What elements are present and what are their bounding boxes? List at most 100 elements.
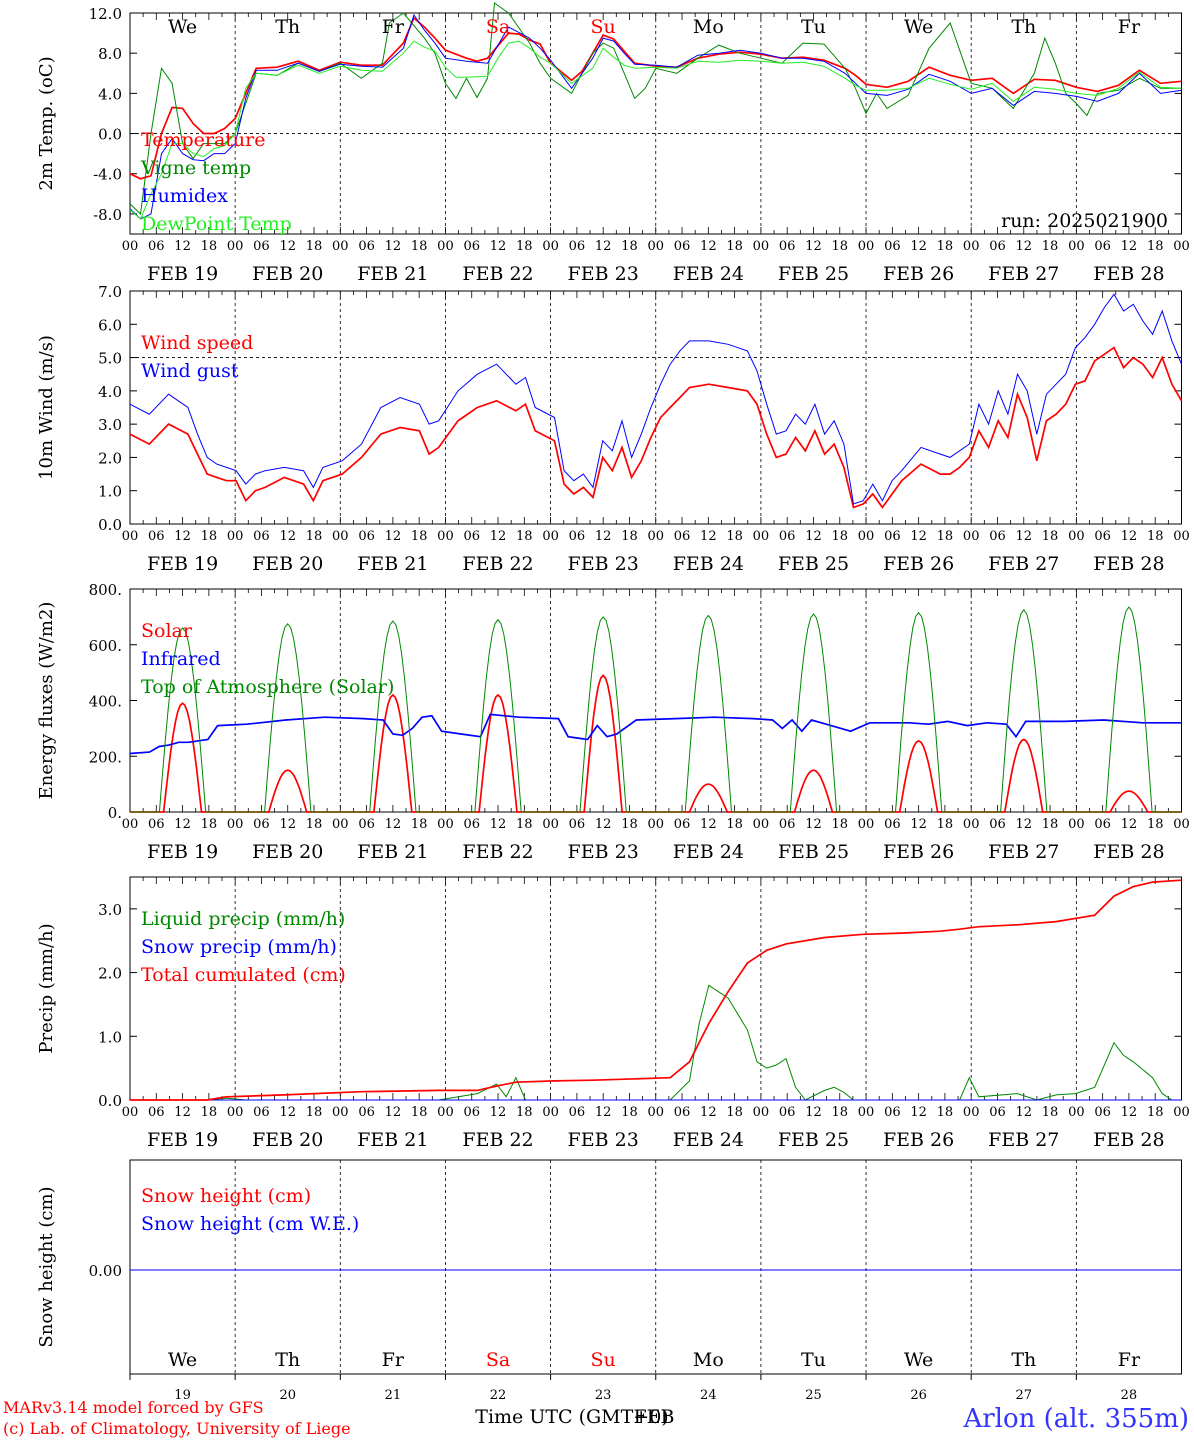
x-tick-label: 06 (884, 239, 901, 254)
date-label: FEB 25 (778, 263, 849, 285)
date-label: FEB 26 (883, 841, 954, 863)
x-tick-label: 00 (227, 1105, 244, 1120)
weekday-label: Fr (1118, 16, 1141, 38)
weekday-label: Th (1011, 1349, 1036, 1371)
x-tick-label: 00 (1173, 239, 1190, 254)
date-label: FEB 27 (988, 1129, 1059, 1151)
x-tick-label: 18 (306, 239, 323, 254)
x-tick-label: 06 (253, 817, 270, 832)
weekday-label: Su (591, 16, 616, 38)
x-tick-label: 18 (937, 529, 954, 544)
weekday-label: Sa (486, 1349, 510, 1371)
x-tick-label: 06 (463, 239, 480, 254)
x-tick-label: 06 (674, 529, 691, 544)
x-tick-label: 00 (122, 239, 139, 254)
day-number-label: 27 (1016, 1388, 1033, 1403)
x-tick-label: 00 (753, 239, 770, 254)
panel-5: We 19 Th 20 Fr 21 Sa 22 Su 23 Mo 24 Tu 25 We 26 Th 27 Fr 28… (36, 1159, 1182, 1403)
x-tick-label: 18 (516, 529, 533, 544)
footer-copyright-line: (c) Lab. of Climatology, University of L… (3, 1419, 351, 1438)
date-label: FEB 26 (883, 1129, 954, 1151)
x-tick-label: 00 (753, 1105, 770, 1120)
legend-entry: Infrared (141, 648, 221, 670)
y-axis-label: 2m Temp. (oC) (36, 56, 57, 190)
date-label: FEB 19 (147, 263, 218, 285)
x-tick-label: 06 (674, 239, 691, 254)
x-tick-label: 06 (884, 817, 901, 832)
panel-1: 00 06 12 18 FEB 19 00 06 12 18 FEB 20 00 06 12 18 FEB … (36, 2, 1190, 285)
series-line-infrared (129, 713, 1182, 755)
x-tick-label: 18 (937, 817, 954, 832)
weekday-label: Tu (801, 1349, 826, 1371)
date-label: FEB 23 (568, 841, 639, 863)
x-tick-label: 00 (858, 239, 875, 254)
y-axis-label: 10m Wind (m/s) (36, 335, 57, 480)
x-tick-label: 18 (831, 529, 848, 544)
day-number-label: 20 (279, 1388, 296, 1403)
x-tick-label: 12 (490, 1105, 507, 1120)
x-tick-label: 12 (805, 239, 822, 254)
y-tick-label: 8.0 (98, 45, 122, 63)
x-tick-label: 00 (122, 529, 139, 544)
x-tick-label: 00 (332, 529, 349, 544)
x-tick-label: 00 (542, 529, 559, 544)
x-tick-label: 06 (884, 1105, 901, 1120)
x-tick-label: 12 (385, 529, 402, 544)
x-tick-label: 00 (437, 529, 454, 544)
x-tick-label: 06 (884, 529, 901, 544)
y-tick-label: 5.0 (98, 350, 122, 368)
date-label: FEB 19 (147, 841, 218, 863)
x-tick-label: 18 (411, 1105, 428, 1120)
x-tick-label: 18 (621, 529, 638, 544)
x-tick-label: 00 (963, 529, 980, 544)
plot-frame (129, 588, 1182, 813)
x-tick-label: 12 (910, 1105, 927, 1120)
x-tick-label: 12 (1016, 529, 1033, 544)
weekday-label: Fr (382, 16, 405, 38)
x-tick-label: 00 (647, 239, 664, 254)
x-tick-label: 12 (910, 239, 927, 254)
x-tick-label: 18 (831, 239, 848, 254)
panel-4: 00 06 12 18 FEB 19 00 06 12 18 FEB 20 00 06 12 18 FEB … (36, 876, 1190, 1151)
y-tick-label: 3.0 (98, 901, 122, 919)
x-tick-label: 00 (753, 529, 770, 544)
x-tick-label: 18 (621, 239, 638, 254)
day-number-label: 23 (595, 1388, 612, 1403)
date-label: FEB 21 (357, 263, 428, 285)
date-label: FEB 28 (1093, 1129, 1164, 1151)
x-tick-label: 18 (516, 1105, 533, 1120)
x-tick-label: 18 (937, 239, 954, 254)
date-label: FEB 24 (673, 553, 744, 575)
series-line-wind-speed (129, 346, 1183, 509)
panel-2: 00 06 12 18 FEB 19 00 06 12 18 FEB 20 00 06 12 18 FEB … (36, 283, 1190, 575)
date-label: FEB 20 (252, 553, 323, 575)
x-tick-label: 18 (516, 817, 533, 832)
x-tick-label: 06 (1094, 1105, 1111, 1120)
date-label: FEB 23 (568, 263, 639, 285)
x-tick-label: 12 (279, 817, 296, 832)
station-name: Arlon (alt. 355m) (962, 1404, 1189, 1434)
x-tick-label: 06 (989, 239, 1006, 254)
y-tick-label: 0.00 (89, 1262, 122, 1280)
date-label: FEB 20 (252, 841, 323, 863)
x-tick-label: 12 (279, 239, 296, 254)
weekday-label: Mo (693, 16, 724, 38)
legend-entry: Temperature (141, 129, 265, 151)
x-tick-label: 06 (569, 239, 586, 254)
legend-entry: Wind gust (141, 360, 239, 382)
x-tick-label: 18 (1042, 1105, 1059, 1120)
weekday-label: Sa (486, 16, 510, 38)
day-number-label: 19 (174, 1388, 191, 1403)
x-tick-label: 18 (306, 1105, 323, 1120)
x-tick-label: 18 (1147, 239, 1164, 254)
x-tick-label: 18 (201, 239, 218, 254)
x-tick-label: 00 (753, 817, 770, 832)
x-tick-label: 00 (122, 817, 139, 832)
legend-entry: Liquid precip (mm/h) (141, 908, 345, 930)
x-tick-label: 18 (726, 239, 743, 254)
date-label: FEB 19 (147, 1129, 218, 1151)
y-tick-label: 0.0 (98, 516, 122, 534)
legend-entry: DewPoint Temp (141, 213, 292, 235)
legend-entry: Snow precip (mm/h) (141, 936, 337, 958)
date-label: FEB 28 (1093, 553, 1164, 575)
